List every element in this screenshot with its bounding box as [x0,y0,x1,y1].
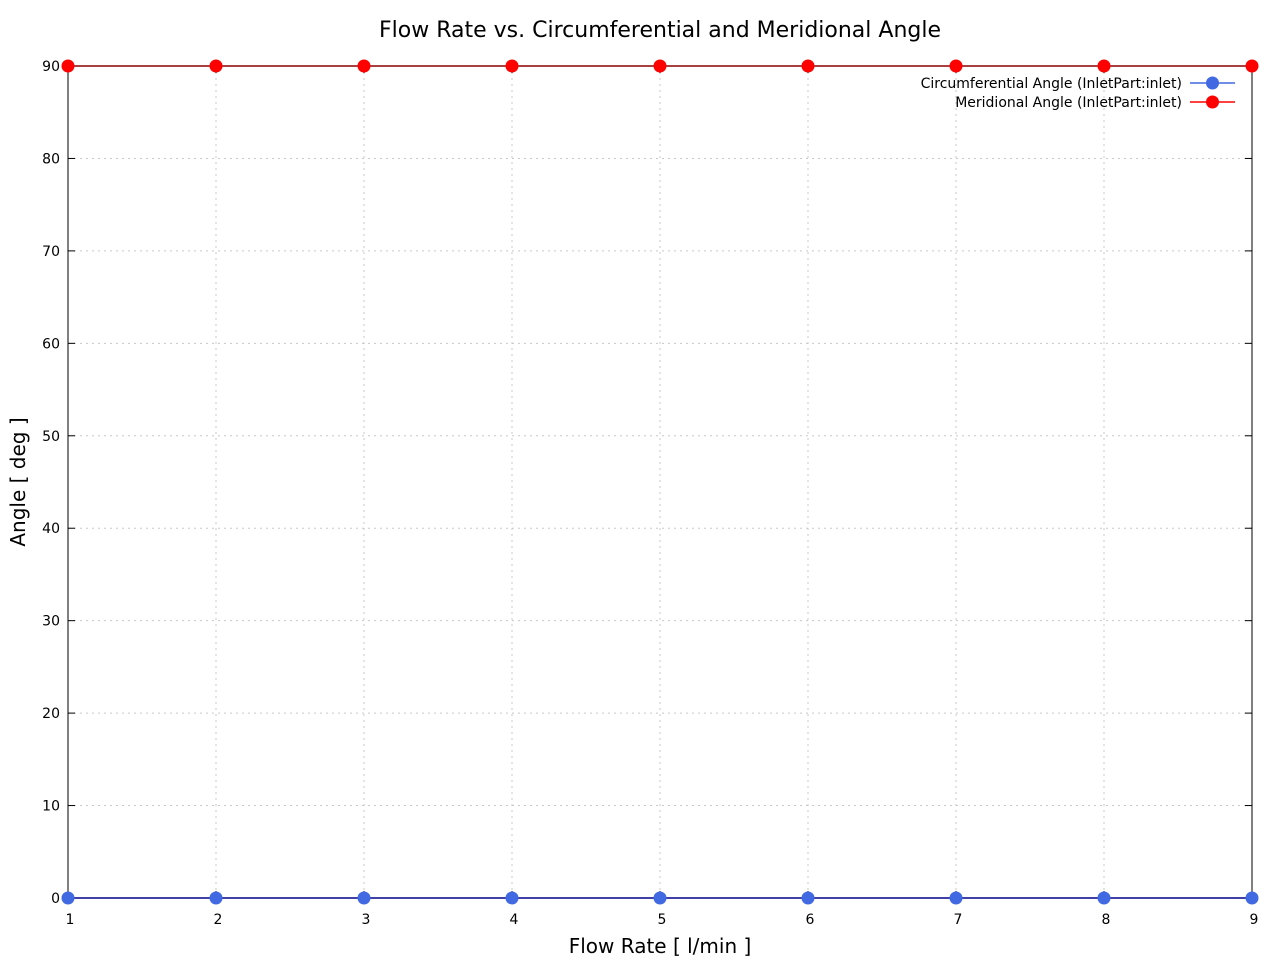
y-tick-label: 50 [42,429,60,445]
x-tick-label: 9 [1250,912,1259,928]
data-point [209,59,223,73]
y-tick-label: 70 [42,244,60,260]
data-point [357,59,371,73]
data-point [505,891,519,905]
data-point [1097,59,1111,73]
x-tick-label: 7 [954,912,963,928]
y-tick-label: 0 [51,891,60,907]
data-point [653,59,667,73]
series-1 [61,891,1259,905]
data-point [61,59,75,73]
y-tick-label: 40 [42,521,60,537]
y-tick-label: 30 [42,614,60,630]
data-point [949,891,963,905]
x-tick-label: 1 [66,912,75,928]
x-tick-label: 6 [806,912,815,928]
data-point [653,891,667,905]
chart-title: Flow Rate vs. Circumferential and Meridi… [379,18,941,43]
legend-label-2: Meridional Angle (InletPart:inlet) [955,95,1182,111]
series-2 [61,59,1259,73]
y-axis-label: Angle [ deg ] [6,417,30,546]
x-tick-label: 3 [362,912,371,928]
legend-marker-2 [1206,95,1219,109]
y-tick-label: 80 [42,151,60,167]
grid [68,66,1252,898]
data-point [1097,891,1111,905]
y-tick-label: 60 [42,336,60,352]
data-point [949,59,963,73]
legend-label-1: Circumferential Angle (InletPart:inlet) [921,76,1182,92]
x-tick-label: 4 [510,912,519,928]
y-tick-label: 10 [42,799,60,815]
data-point [801,891,815,905]
data-point [1245,59,1259,73]
series-layer [61,59,1259,905]
data-point [801,59,815,73]
y-tick-label: 90 [42,59,60,75]
y-tick-label: 20 [42,706,60,722]
x-tick-label: 5 [658,912,667,928]
x-axis-label: Flow Rate [ l/min ] [569,934,752,958]
legend-marker-1 [1206,76,1219,90]
data-point [61,891,75,905]
data-point [1245,891,1259,905]
data-point [505,59,519,73]
x-tick-label: 8 [1102,912,1111,928]
data-point [357,891,371,905]
legend: Circumferential Angle (InletPart:inlet) M… [921,76,1235,111]
data-point [209,891,223,905]
x-tick-label: 2 [214,912,223,928]
